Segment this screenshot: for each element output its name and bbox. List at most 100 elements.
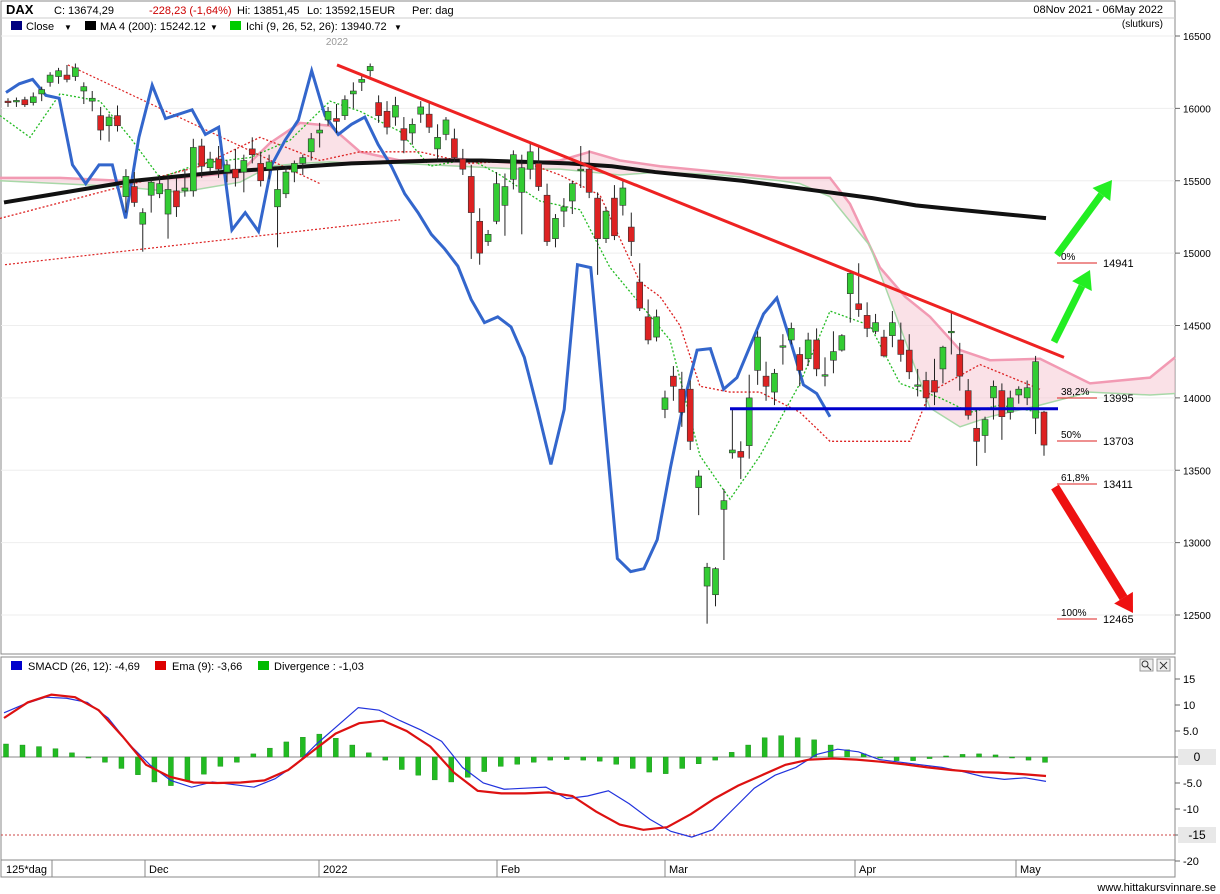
candle-body	[948, 330, 955, 334]
candle-body	[788, 328, 795, 341]
divergence-bar	[564, 756, 570, 760]
candle-body	[408, 123, 416, 134]
ema-line	[3, 693, 1047, 831]
candle-body	[366, 66, 374, 72]
senkou-span-a-line	[0, 121, 1176, 385]
candle-body	[21, 99, 29, 106]
candle-body	[274, 189, 281, 208]
fib-value-label: 13995	[1103, 393, 1134, 405]
divergence-bar	[432, 756, 438, 781]
divergence-bar	[992, 754, 999, 758]
divergence-bar	[893, 756, 900, 761]
candle-body	[973, 427, 980, 442]
divergence-bar	[333, 738, 339, 758]
fib-level-label: 0%	[1061, 252, 1076, 263]
candle-body	[922, 380, 930, 399]
legend-ichi[interactable]: Ichi (9, 26, 52, 26): 13940.72 ▼	[230, 21, 402, 33]
smacd-swatch-icon	[11, 661, 22, 670]
candle-body	[72, 67, 79, 77]
divergence-bar	[399, 756, 405, 770]
candle-body	[552, 218, 559, 239]
macd-level-box	[1178, 827, 1216, 843]
divergence-bar	[36, 746, 42, 758]
candle-body	[248, 148, 256, 155]
candle-body	[215, 158, 222, 170]
candle-body	[383, 110, 391, 128]
divergence-bar	[118, 756, 125, 769]
candle-body	[206, 158, 214, 169]
close-icon[interactable]	[1156, 658, 1171, 672]
candle-body	[737, 451, 745, 458]
divergence-bar	[531, 756, 537, 763]
price-tick-label: 15500	[1183, 177, 1211, 188]
macd-tick-label: -10	[1183, 804, 1199, 816]
divergence-bar	[597, 756, 603, 762]
price-tick-label: 14500	[1183, 322, 1211, 333]
x-label-feb: Feb	[501, 864, 520, 876]
up-arrow-lower-shaft	[1050, 284, 1086, 344]
divergence-bar	[761, 737, 768, 758]
candle-body	[484, 234, 492, 242]
candle-body	[821, 374, 829, 377]
price-type-label: (slutkurs)	[1122, 19, 1163, 30]
macd-tick-label: 5.0	[1183, 726, 1198, 738]
legend-ma[interactable]: MA 4 (200): 15242.12 ▼	[85, 21, 218, 33]
candle-body	[147, 181, 155, 196]
smacd-line	[3, 696, 1047, 838]
chevron-down-icon[interactable]: ▼	[394, 23, 402, 32]
candle-body	[307, 138, 315, 153]
price-tick-label: 13000	[1183, 539, 1211, 550]
candle-body	[501, 186, 509, 206]
divergence-bar	[415, 756, 422, 776]
candle-body	[333, 118, 340, 122]
chevron-down-icon[interactable]: ▼	[210, 23, 218, 32]
candle-body	[897, 339, 905, 355]
legend-close[interactable]: Close ▼	[11, 21, 72, 33]
legend-close-label: Close	[26, 21, 54, 33]
divergence-bar	[580, 756, 586, 761]
candle-body	[80, 86, 88, 92]
candle-body	[686, 388, 694, 442]
price-tick-label: 12500	[1183, 611, 1211, 622]
divergence-bar	[366, 752, 372, 758]
divergence-bar	[514, 756, 520, 765]
candle-body	[569, 183, 576, 202]
price-tick-label: 16000	[1183, 104, 1211, 115]
candle-body	[939, 346, 947, 370]
chevron-down-icon[interactable]: ▼	[64, 23, 72, 32]
zoom-icon[interactable]	[1139, 658, 1154, 672]
candle-body	[653, 316, 660, 338]
divergence-bar	[19, 744, 26, 758]
candle-body	[55, 70, 62, 77]
candle-body	[905, 349, 913, 373]
candle-body	[417, 106, 425, 115]
fib-level-label: 50%	[1061, 430, 1081, 441]
divergence-bar	[1025, 756, 1032, 761]
divergence-bar	[877, 756, 883, 759]
price-axis: 12500 13000 13500 14000 14500 15000 15500 16000…	[1175, 32, 1211, 622]
close-swatch-icon	[11, 21, 22, 30]
up-arrow-upper-head	[1092, 180, 1112, 202]
fib-level-label: 100%	[1061, 608, 1087, 619]
divergence-bar	[349, 744, 356, 758]
divergence-bar	[250, 753, 257, 758]
candle-body	[931, 380, 938, 393]
candle-body	[661, 397, 669, 410]
divergence-bar	[234, 756, 240, 763]
divergence-bar	[959, 754, 966, 758]
candle-body	[855, 303, 862, 310]
macd-legend-ema[interactable]: Ema (9): -3,66	[155, 661, 242, 673]
candle-body	[156, 183, 163, 195]
candle-body	[139, 212, 147, 225]
divergence-bar	[1042, 756, 1048, 763]
divergence-bar	[465, 756, 471, 778]
ma-200-line	[3, 158, 1047, 221]
macd-legend-divergence[interactable]: Divergence : -1,03	[258, 661, 364, 673]
macd-tick-label: 0	[1194, 750, 1201, 764]
candle-body	[526, 151, 534, 170]
candle-body	[434, 137, 441, 150]
macd-legend-smacd[interactable]: SMACD (26, 12): -4,69	[11, 661, 140, 673]
divergence-bar	[102, 756, 108, 763]
divergence-label: Divergence : -1,03	[274, 661, 364, 673]
price-tick-label: 16500	[1183, 32, 1211, 43]
